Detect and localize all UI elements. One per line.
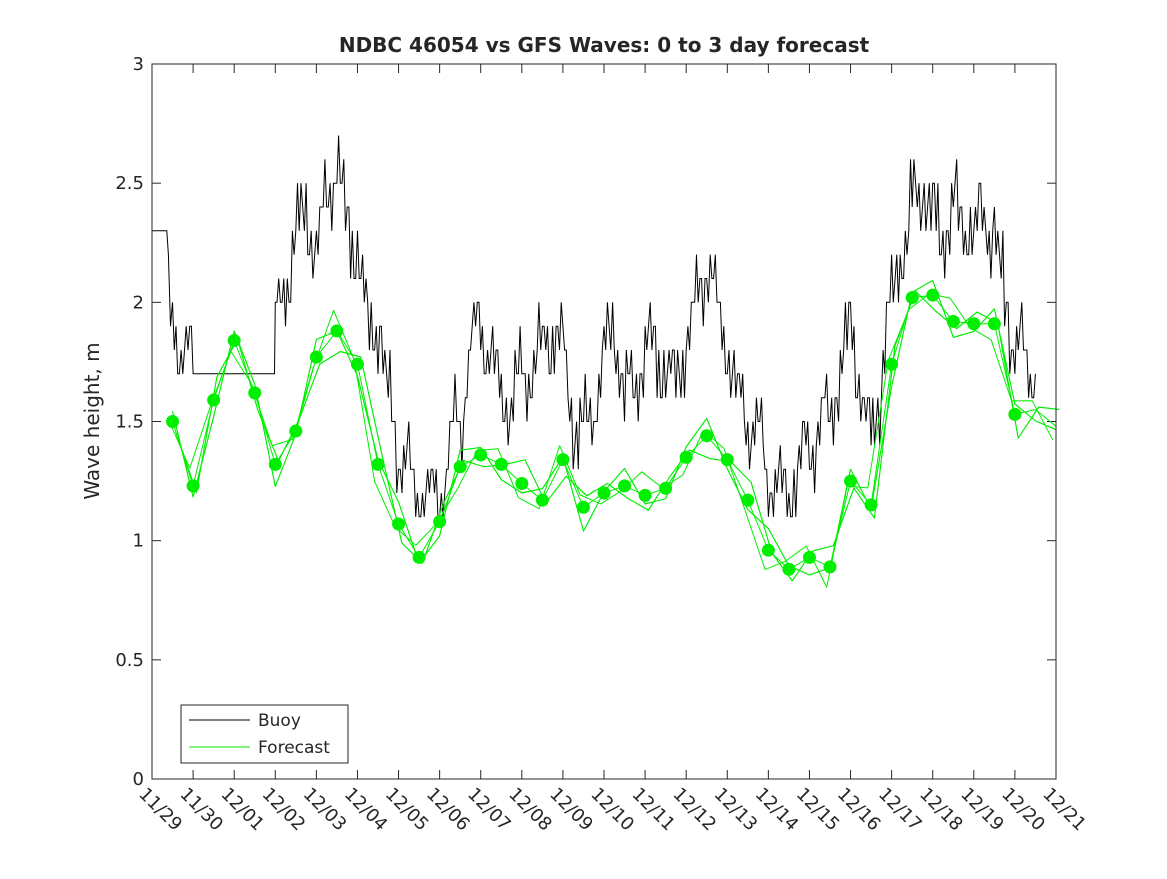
forecast-point — [926, 288, 940, 302]
forecast-point — [987, 317, 1001, 331]
y-tick-label: 2 — [133, 292, 144, 313]
forecast-point — [494, 457, 508, 471]
axes-box — [151, 63, 1057, 780]
forecast-point — [782, 562, 796, 576]
forecast-point — [720, 453, 734, 467]
legend-box — [180, 704, 349, 764]
forecast-point — [248, 386, 262, 400]
forecast-point — [268, 457, 282, 471]
forecast-point — [350, 357, 364, 371]
forecast-point — [515, 476, 529, 490]
forecast-point — [392, 517, 406, 531]
forecast-point — [535, 493, 549, 507]
plot-series — [152, 135, 1060, 588]
forecast-point — [207, 393, 221, 407]
forecast-point — [741, 493, 755, 507]
forecast-point — [371, 457, 385, 471]
y-tick-label: 3 — [133, 54, 144, 75]
forecast-point — [1008, 407, 1022, 421]
forecast-point — [679, 450, 693, 464]
forecast-point — [474, 448, 488, 462]
y-tick-label: 2.5 — [115, 173, 144, 194]
forecast-point — [597, 486, 611, 500]
legend-buoy-label: Buoy — [258, 711, 301, 731]
forecast-point — [802, 550, 816, 564]
buoy-line — [152, 135, 1036, 518]
forecast-point — [618, 479, 632, 493]
forecast-point — [844, 474, 858, 488]
y-tick-label: 0.5 — [115, 650, 144, 671]
y-tick-label: 1.5 — [115, 412, 144, 433]
forecast-point — [905, 291, 919, 305]
legend: Buoy Forecast — [180, 704, 349, 764]
forecast-point — [700, 429, 714, 443]
forecast-point — [885, 357, 899, 371]
y-axis-label: Wave height, m — [80, 342, 104, 499]
forecast-point — [289, 424, 303, 438]
forecast-point — [433, 515, 447, 529]
forecast-point — [453, 460, 467, 474]
forecast-point — [659, 481, 673, 495]
forecast-point — [309, 350, 323, 364]
forecast-point — [946, 314, 960, 328]
forecast-point — [864, 498, 878, 512]
forecast-point — [186, 479, 200, 493]
chart-title: NDBC 46054 vs GFS Waves: 0 to 3 day fore… — [339, 33, 870, 57]
forecast-point — [412, 550, 426, 564]
forecast-point — [330, 324, 344, 338]
legend-forecast-label: Forecast — [258, 738, 330, 758]
forecast-point — [227, 333, 241, 347]
forecast-point — [761, 543, 775, 557]
y-tick-label: 1 — [133, 531, 144, 552]
forecast-point — [556, 453, 570, 467]
forecast-point — [576, 500, 590, 514]
forecast-point — [638, 488, 652, 502]
forecast-point — [166, 415, 180, 428]
y-tick-label: 0 — [133, 769, 144, 790]
forecast-point — [823, 560, 837, 574]
forecast-point — [967, 317, 981, 331]
